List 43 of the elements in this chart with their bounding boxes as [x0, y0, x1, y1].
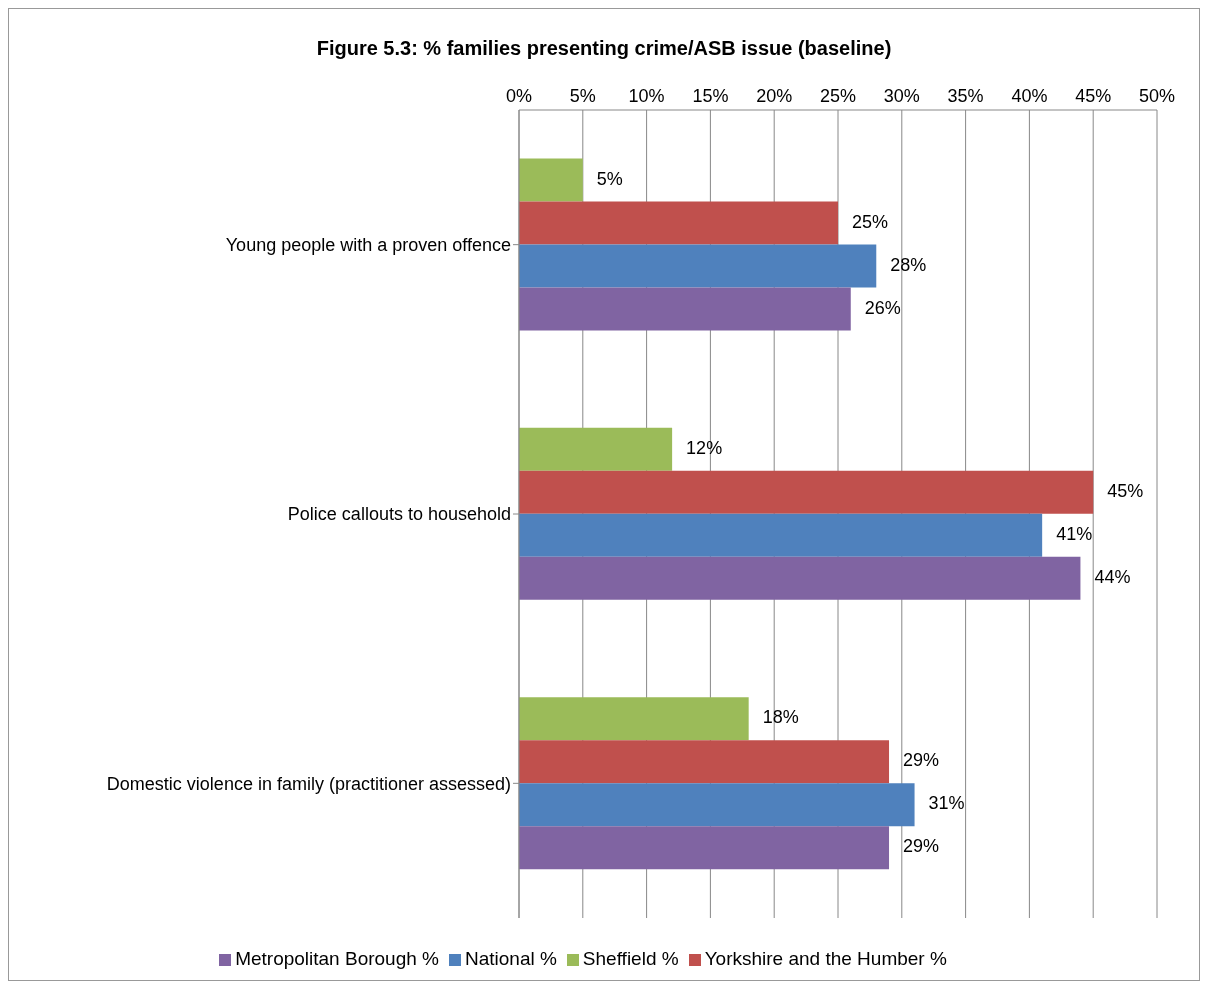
data-label: 18%	[762, 707, 799, 728]
x-tick-label: 10%	[628, 86, 665, 106]
y-tick-label: Young people with a proven offence	[225, 235, 511, 256]
data-label: 25%	[852, 211, 889, 232]
x-tick-label: 0%	[505, 86, 533, 106]
data-label: 29%	[903, 750, 940, 771]
chart-title: Figure 5.3: % families presenting crime/ASB issue (baseline)	[315, 37, 893, 60]
y-tick-label: Domestic violence in family (practitioner assessed)	[106, 773, 511, 794]
x-tick-label: 40%	[1011, 86, 1048, 106]
x-tick-label: 15%	[692, 86, 729, 106]
bar	[519, 556, 1081, 600]
bar	[519, 244, 877, 288]
x-tick-label: 30%	[883, 86, 920, 106]
bar	[519, 201, 838, 245]
data-label: 28%	[890, 254, 927, 275]
bar	[519, 697, 749, 741]
x-tick-label: 45%	[1075, 86, 1112, 106]
bar	[519, 287, 851, 331]
data-label: 44%	[1094, 567, 1131, 588]
data-label: 29%	[903, 836, 940, 857]
bar	[519, 826, 890, 870]
data-label: 41%	[1056, 524, 1093, 545]
legend-label: Yorkshire and the Humber %	[704, 948, 947, 969]
data-label: 31%	[928, 793, 965, 814]
x-tick-label: 25%	[819, 86, 857, 106]
legend-label: Metropolitan Borough %	[235, 948, 439, 969]
legend-label: National %	[464, 948, 557, 969]
x-tick-label: 20%	[756, 86, 793, 106]
bar	[519, 513, 1043, 557]
data-label: 12%	[686, 438, 723, 459]
bar	[519, 740, 890, 784]
data-label: 45%	[1107, 481, 1144, 502]
bar	[519, 158, 583, 202]
bar	[519, 783, 915, 827]
x-tick-label: 50%	[1138, 86, 1176, 106]
y-tick-label: Police callouts to household	[287, 504, 511, 525]
data-label: 5%	[596, 168, 623, 189]
data-label: 26%	[864, 297, 901, 318]
x-tick-label: 5%	[569, 86, 596, 106]
legend-label: Sheffield %	[582, 948, 679, 969]
x-tick-label: 35%	[947, 86, 984, 106]
bar	[519, 427, 673, 471]
bar	[519, 470, 1094, 514]
